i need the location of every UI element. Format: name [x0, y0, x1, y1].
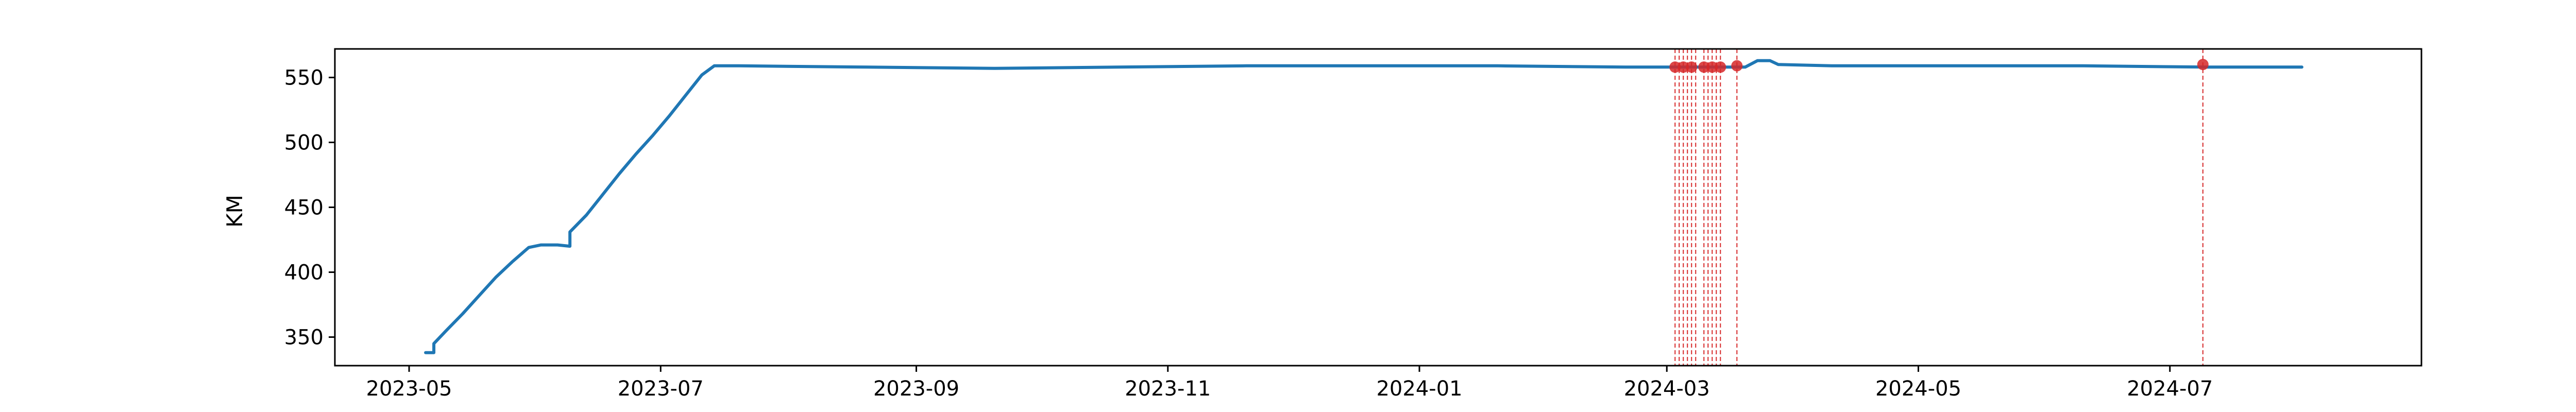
event-marker	[1669, 61, 1681, 73]
x-axis: 2023-05 2023-07 2023-09 2023-11 2024-01 2024-…	[366, 366, 2213, 401]
x-tick-label: 2023-05	[366, 377, 452, 401]
y-axis-label: KM	[222, 195, 247, 228]
y-tick-label: 350	[284, 326, 324, 350]
y-tick-label: 550	[284, 66, 324, 90]
y-axis: 350 400 450 500 550	[284, 66, 335, 350]
event-marker	[1698, 61, 1710, 73]
series-layer	[424, 59, 2303, 354]
x-tick-label: 2023-11	[1125, 377, 1211, 401]
x-tick-label: 2024-07	[2127, 377, 2213, 401]
event-lines	[1674, 49, 2204, 366]
series-line	[424, 59, 2303, 354]
event-marker	[2197, 59, 2209, 71]
event-marker	[1706, 61, 1718, 73]
x-tick-label: 2024-05	[1875, 377, 1961, 401]
y-tick-label: 400	[284, 261, 324, 285]
event-marker	[1677, 61, 1689, 73]
x-tick-label: 2023-09	[873, 377, 959, 401]
y-tick-label: 450	[284, 196, 324, 220]
x-tick-label: 2024-01	[1376, 377, 1462, 401]
x-tick-label: 2024-03	[1624, 377, 1710, 401]
event-marker	[1715, 61, 1726, 73]
event-markers	[1669, 59, 2209, 73]
event-marker	[1686, 61, 1698, 73]
x-tick-label: 2023-07	[618, 377, 704, 401]
y-tick-label: 500	[284, 131, 324, 154]
event-marker	[1731, 60, 1743, 72]
